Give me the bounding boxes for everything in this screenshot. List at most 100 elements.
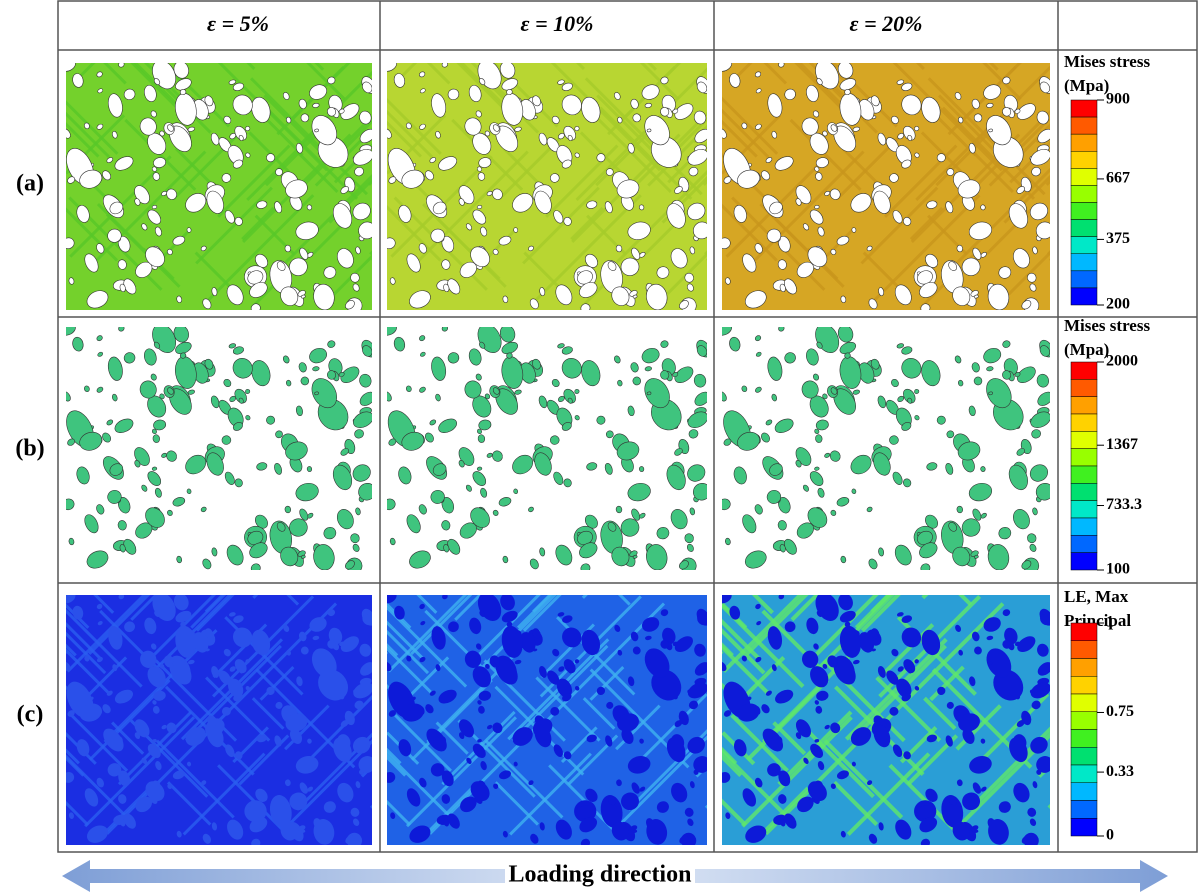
particle [824, 190, 831, 196]
particle [67, 438, 76, 446]
particle [502, 295, 509, 303]
particle [948, 261, 957, 271]
colorbar-band [1070, 711, 1098, 730]
strain-band [844, 637, 948, 741]
particle [660, 340, 669, 348]
particle [68, 812, 74, 820]
particle [784, 88, 796, 100]
particle [359, 643, 372, 657]
particle [1021, 560, 1032, 570]
particle [102, 170, 112, 181]
particle [66, 63, 76, 72]
colorbar-band [1070, 500, 1098, 519]
particle [300, 376, 310, 386]
particle [868, 558, 878, 570]
particle [897, 133, 905, 140]
particle [185, 193, 207, 213]
particle [298, 362, 307, 373]
particle [553, 471, 564, 485]
particle [1027, 533, 1037, 544]
strain-band [387, 620, 424, 660]
particle [961, 257, 981, 276]
particle [896, 612, 904, 617]
strain-band [66, 100, 119, 155]
particle [687, 818, 694, 826]
particle [722, 237, 731, 250]
particle [232, 94, 253, 116]
particle [696, 345, 707, 357]
particle [973, 554, 979, 559]
particle [816, 690, 829, 701]
strain-band [636, 111, 707, 185]
particle [470, 781, 490, 802]
particle [962, 792, 981, 811]
strain-band [722, 798, 748, 827]
particle [725, 812, 731, 820]
particle [771, 393, 778, 402]
strain-band [973, 152, 1014, 194]
particle [561, 357, 582, 379]
particle [480, 761, 487, 771]
particle [211, 666, 220, 678]
simulation-panel [722, 595, 1050, 845]
particle [387, 128, 392, 139]
particle [114, 418, 134, 433]
particle [285, 441, 308, 461]
particle [644, 366, 652, 372]
row-label: (c) [17, 702, 44, 728]
particle [686, 283, 694, 292]
particle [232, 159, 244, 169]
particle [431, 626, 446, 650]
particle [295, 482, 319, 502]
particle [645, 635, 652, 641]
colorbar-band [1070, 622, 1098, 641]
particle [232, 627, 253, 648]
particle [447, 352, 460, 364]
particle [478, 157, 492, 168]
particle [539, 287, 546, 297]
particle [816, 610, 823, 617]
particle [617, 379, 623, 387]
particle [419, 351, 426, 357]
particle [224, 210, 235, 224]
particle [229, 395, 237, 403]
particle [166, 722, 177, 734]
particle [829, 450, 841, 462]
particle [1002, 76, 1011, 85]
particle [852, 126, 860, 132]
strain-band [615, 704, 661, 751]
particle [577, 805, 593, 819]
particle [830, 124, 838, 132]
particle [907, 668, 912, 674]
strain-band [459, 63, 512, 113]
particle [579, 817, 598, 833]
strain-band [190, 595, 227, 629]
particle [579, 542, 598, 559]
particle [723, 438, 732, 446]
particle [889, 706, 899, 716]
particle [850, 454, 872, 475]
particle [969, 756, 992, 774]
particle [830, 657, 838, 665]
particle [76, 466, 90, 485]
strain-band [217, 144, 291, 218]
colorbar-band [1070, 99, 1098, 118]
colorbar-band [1070, 116, 1098, 135]
particle [807, 246, 828, 268]
particle [600, 795, 623, 828]
particle [431, 356, 447, 381]
particle [1040, 614, 1050, 626]
particle [228, 678, 244, 698]
particle [477, 166, 482, 172]
colorbar-band [1070, 818, 1098, 837]
particle [405, 385, 412, 393]
particle [152, 739, 157, 743]
particle [666, 464, 686, 491]
particle [528, 506, 534, 513]
particle [766, 228, 782, 243]
particle [102, 704, 111, 714]
particle [221, 173, 232, 183]
particle [687, 682, 707, 699]
particle [478, 419, 492, 431]
particle [393, 336, 406, 352]
